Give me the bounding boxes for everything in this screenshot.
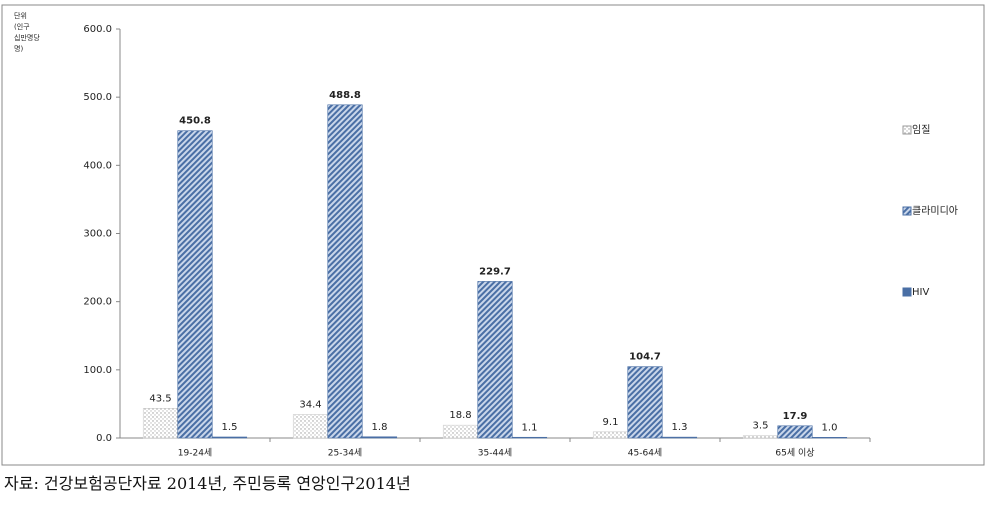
data-label: 1.5: [222, 422, 238, 433]
x-tick-label: 45-64세: [628, 448, 662, 459]
legend-swatch: [902, 206, 912, 216]
data-label: 1.3: [672, 422, 688, 433]
y-tick-label: 100.0: [83, 365, 112, 376]
y-tick-label: 400.0: [83, 160, 112, 171]
legend-label: HIV: [912, 287, 929, 298]
bar: [361, 436, 398, 439]
x-tick-label: 25-34세: [328, 448, 362, 459]
data-label: 3.5: [753, 421, 769, 432]
source-note: 자료: 건강보험공단자료 2014년, 주민등록 연앙인구2014년: [4, 474, 411, 493]
y-tick-label: 0.0: [96, 433, 112, 444]
y-tick-label: 200.0: [83, 297, 112, 308]
x-tick-label: 19-24세: [178, 448, 212, 459]
bar: [327, 104, 363, 439]
data-label: 1.1: [522, 422, 538, 433]
data-label: 34.4: [299, 400, 321, 411]
data-label: 488.8: [329, 90, 361, 101]
data-label: 18.8: [449, 410, 471, 421]
bar: [811, 437, 848, 439]
bar: [592, 431, 629, 439]
legend-swatch: [902, 125, 912, 135]
data-label: 104.7: [629, 352, 661, 363]
data-label: 43.5: [149, 393, 171, 404]
y-tick-label: 300.0: [83, 229, 112, 240]
bar: [661, 436, 698, 439]
x-tick-label: 65세 이상: [775, 448, 814, 459]
bar: [511, 436, 548, 439]
data-label: 229.7: [479, 266, 511, 277]
bar: [477, 281, 513, 439]
y-axis-label-line: 명): [14, 44, 23, 53]
bar: [777, 425, 813, 439]
legend-label: 클라미디아: [912, 205, 958, 217]
bar: [211, 436, 248, 439]
bar: [292, 414, 329, 439]
y-tick-label: 600.0: [83, 24, 112, 35]
bar: [177, 130, 213, 439]
y-axis-label-line: (인구: [14, 22, 30, 31]
bar: [742, 435, 779, 439]
y-axis-label-line: 십만명당: [14, 33, 40, 42]
legend-label: 임질: [912, 123, 930, 136]
bar: [627, 366, 663, 439]
data-label: 450.8: [179, 116, 211, 127]
y-tick-label: 500.0: [83, 92, 112, 103]
bar: [142, 408, 179, 439]
data-label: 9.1: [603, 417, 619, 428]
data-label: 1.0: [822, 422, 838, 433]
bar: [442, 424, 479, 439]
y-axis-label-line: 단위: [14, 11, 27, 20]
legend-swatch: [902, 287, 912, 297]
data-label: 17.9: [783, 411, 808, 422]
x-tick-label: 35-44세: [478, 448, 512, 459]
data-label: 1.8: [372, 422, 388, 433]
